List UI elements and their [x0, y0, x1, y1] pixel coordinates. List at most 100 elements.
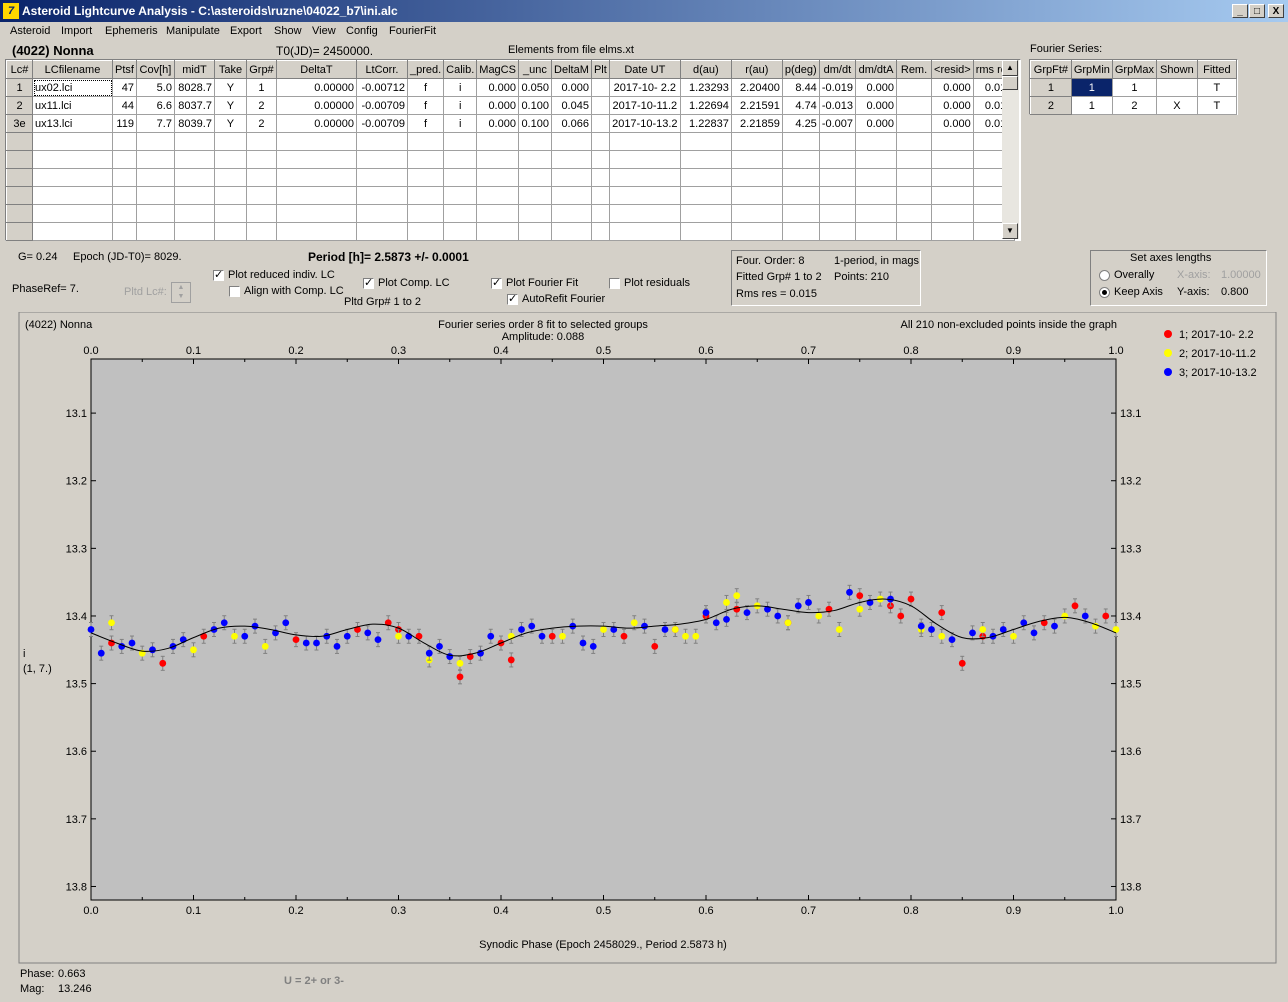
lc-cell[interactable]	[275, 168, 357, 187]
title-bar[interactable]: 7 Asteroid Lightcurve Analysis - C:\aste…	[0, 0, 1288, 22]
lc-cell[interactable]	[818, 150, 857, 169]
menu-export[interactable]: Export	[230, 25, 262, 37]
lc-cell[interactable]	[173, 204, 215, 223]
lc-cell[interactable]	[112, 222, 137, 241]
lc-cell[interactable]: 0.000	[855, 96, 898, 115]
lc-cell[interactable]	[355, 186, 408, 205]
lc-col-header[interactable]: r(au)	[730, 60, 783, 79]
lc-cell[interactable]: 0.000	[476, 114, 519, 133]
lc-row-header[interactable]: 2	[6, 96, 33, 115]
scroll-up-button[interactable]: ▲	[1002, 60, 1018, 76]
lc-cell[interactable]	[32, 150, 113, 169]
menu-ephemeris[interactable]: Ephemeris	[105, 25, 158, 37]
lc-cell[interactable]	[931, 204, 974, 223]
lc-cell[interactable]: 1.22694	[679, 96, 732, 115]
lc-cell[interactable]	[112, 132, 137, 151]
pltd-lc-spinner[interactable]: ▲ ▼	[171, 282, 191, 303]
lc-cell[interactable]	[275, 186, 357, 205]
overally-radio[interactable]: Overally	[1099, 269, 1154, 281]
lc-cell[interactable]	[443, 132, 478, 151]
lc-cell[interactable]: 0.100	[517, 96, 552, 115]
lc-cell[interactable]	[781, 186, 820, 205]
lc-row-header[interactable]	[6, 132, 33, 151]
lc-cell[interactable]: 2.21859	[730, 114, 783, 133]
lc-cell[interactable]	[406, 132, 445, 151]
lc-cell[interactable]: 2.21591	[730, 96, 783, 115]
lc-row-header[interactable]	[6, 204, 33, 223]
plot-fourier-checkbox[interactable]: Plot Fourier Fit	[491, 276, 578, 289]
lc-cell[interactable]: 2017-10- 2.2	[608, 78, 681, 97]
lc-cell[interactable]	[406, 204, 445, 223]
lc-cell[interactable]: f	[406, 114, 445, 133]
lc-cell[interactable]	[355, 204, 408, 223]
lc-cell[interactable]	[931, 186, 974, 205]
lc-cell[interactable]	[213, 204, 247, 223]
lc-cell[interactable]	[112, 186, 137, 205]
menu-config[interactable]: Config	[346, 25, 378, 37]
lc-cell[interactable]	[730, 132, 783, 151]
lc-cell[interactable]	[112, 168, 137, 187]
lc-cell[interactable]	[896, 168, 933, 187]
lc-cell[interactable]	[213, 132, 247, 151]
lc-row-header[interactable]: 3e	[6, 114, 33, 133]
fourier-col-header[interactable]: GrpMin	[1070, 60, 1113, 79]
lc-cell[interactable]	[32, 222, 113, 241]
lc-cell[interactable]: 5.0	[135, 78, 175, 97]
lc-cell[interactable]: Y	[213, 114, 247, 133]
lc-cell[interactable]: 0.000	[550, 78, 592, 97]
lc-cell[interactable]	[245, 222, 277, 241]
lc-cell[interactable]	[32, 204, 113, 223]
menu-fourierfit[interactable]: FourierFit	[389, 25, 437, 37]
lc-cell[interactable]: 8037.7	[173, 96, 215, 115]
align-checkbox[interactable]: Align with Comp. LC	[229, 285, 344, 297]
lc-cell[interactable]	[608, 150, 681, 169]
lc-row-header[interactable]	[6, 186, 33, 205]
lc-col-header[interactable]: Rem.	[896, 60, 933, 79]
lc-cell[interactable]	[679, 186, 732, 205]
lc-cell[interactable]	[781, 204, 820, 223]
lc-col-header[interactable]: _unc	[517, 60, 552, 79]
close-button[interactable]: X	[1268, 4, 1284, 18]
lc-cell[interactable]	[476, 168, 519, 187]
lc-cell[interactable]	[855, 222, 898, 241]
lc-table-row[interactable]	[6, 168, 1016, 187]
lc-cell[interactable]: i	[443, 78, 478, 97]
lc-cell[interactable]	[275, 132, 357, 151]
lc-cell[interactable]	[406, 222, 445, 241]
lc-cell[interactable]: 47	[112, 78, 137, 97]
lc-cell[interactable]	[590, 186, 610, 205]
lc-cell[interactable]	[730, 150, 783, 169]
lc-cell[interactable]	[931, 150, 974, 169]
lc-cell[interactable]: 6.6	[135, 96, 175, 115]
lc-col-header[interactable]: LtCorr.	[355, 60, 408, 79]
lc-cell[interactable]: i	[443, 96, 478, 115]
lc-cell[interactable]	[896, 114, 933, 133]
lc-cell[interactable]	[135, 132, 175, 151]
lc-table-row[interactable]	[6, 186, 1016, 205]
fourier-cell[interactable]: 1	[1070, 78, 1113, 97]
lc-cell[interactable]	[355, 150, 408, 169]
lc-cell[interactable]	[818, 168, 857, 187]
lc-cell[interactable]	[135, 204, 175, 223]
lc-cell[interactable]	[896, 150, 933, 169]
menu-import[interactable]: Import	[61, 25, 93, 37]
lc-cell[interactable]	[550, 132, 592, 151]
lc-cell[interactable]	[173, 132, 215, 151]
lc-cell[interactable]: 0.045	[550, 96, 592, 115]
lc-cell[interactable]	[112, 204, 137, 223]
lc-cell[interactable]: 2017-10-11.2	[608, 96, 681, 115]
fourier-cell[interactable]: X	[1156, 96, 1198, 115]
lc-row-header[interactable]: 1	[6, 78, 33, 97]
lc-cell[interactable]	[590, 132, 610, 151]
lc-cell[interactable]	[443, 204, 478, 223]
lc-cell[interactable]: 1.23293	[679, 78, 732, 97]
lc-cell[interactable]: f	[406, 96, 445, 115]
lc-cell[interactable]	[781, 132, 820, 151]
lc-cell[interactable]	[818, 132, 857, 151]
lc-cell[interactable]	[213, 168, 247, 187]
lc-cell[interactable]: i	[443, 114, 478, 133]
lc-cell[interactable]	[730, 204, 783, 223]
lc-col-header[interactable]: Grp#	[245, 60, 277, 79]
lc-cell[interactable]	[517, 186, 552, 205]
lightcurve-plot[interactable]: (4022) Nonna Fourier series order 8 fit t…	[5, 312, 1281, 964]
